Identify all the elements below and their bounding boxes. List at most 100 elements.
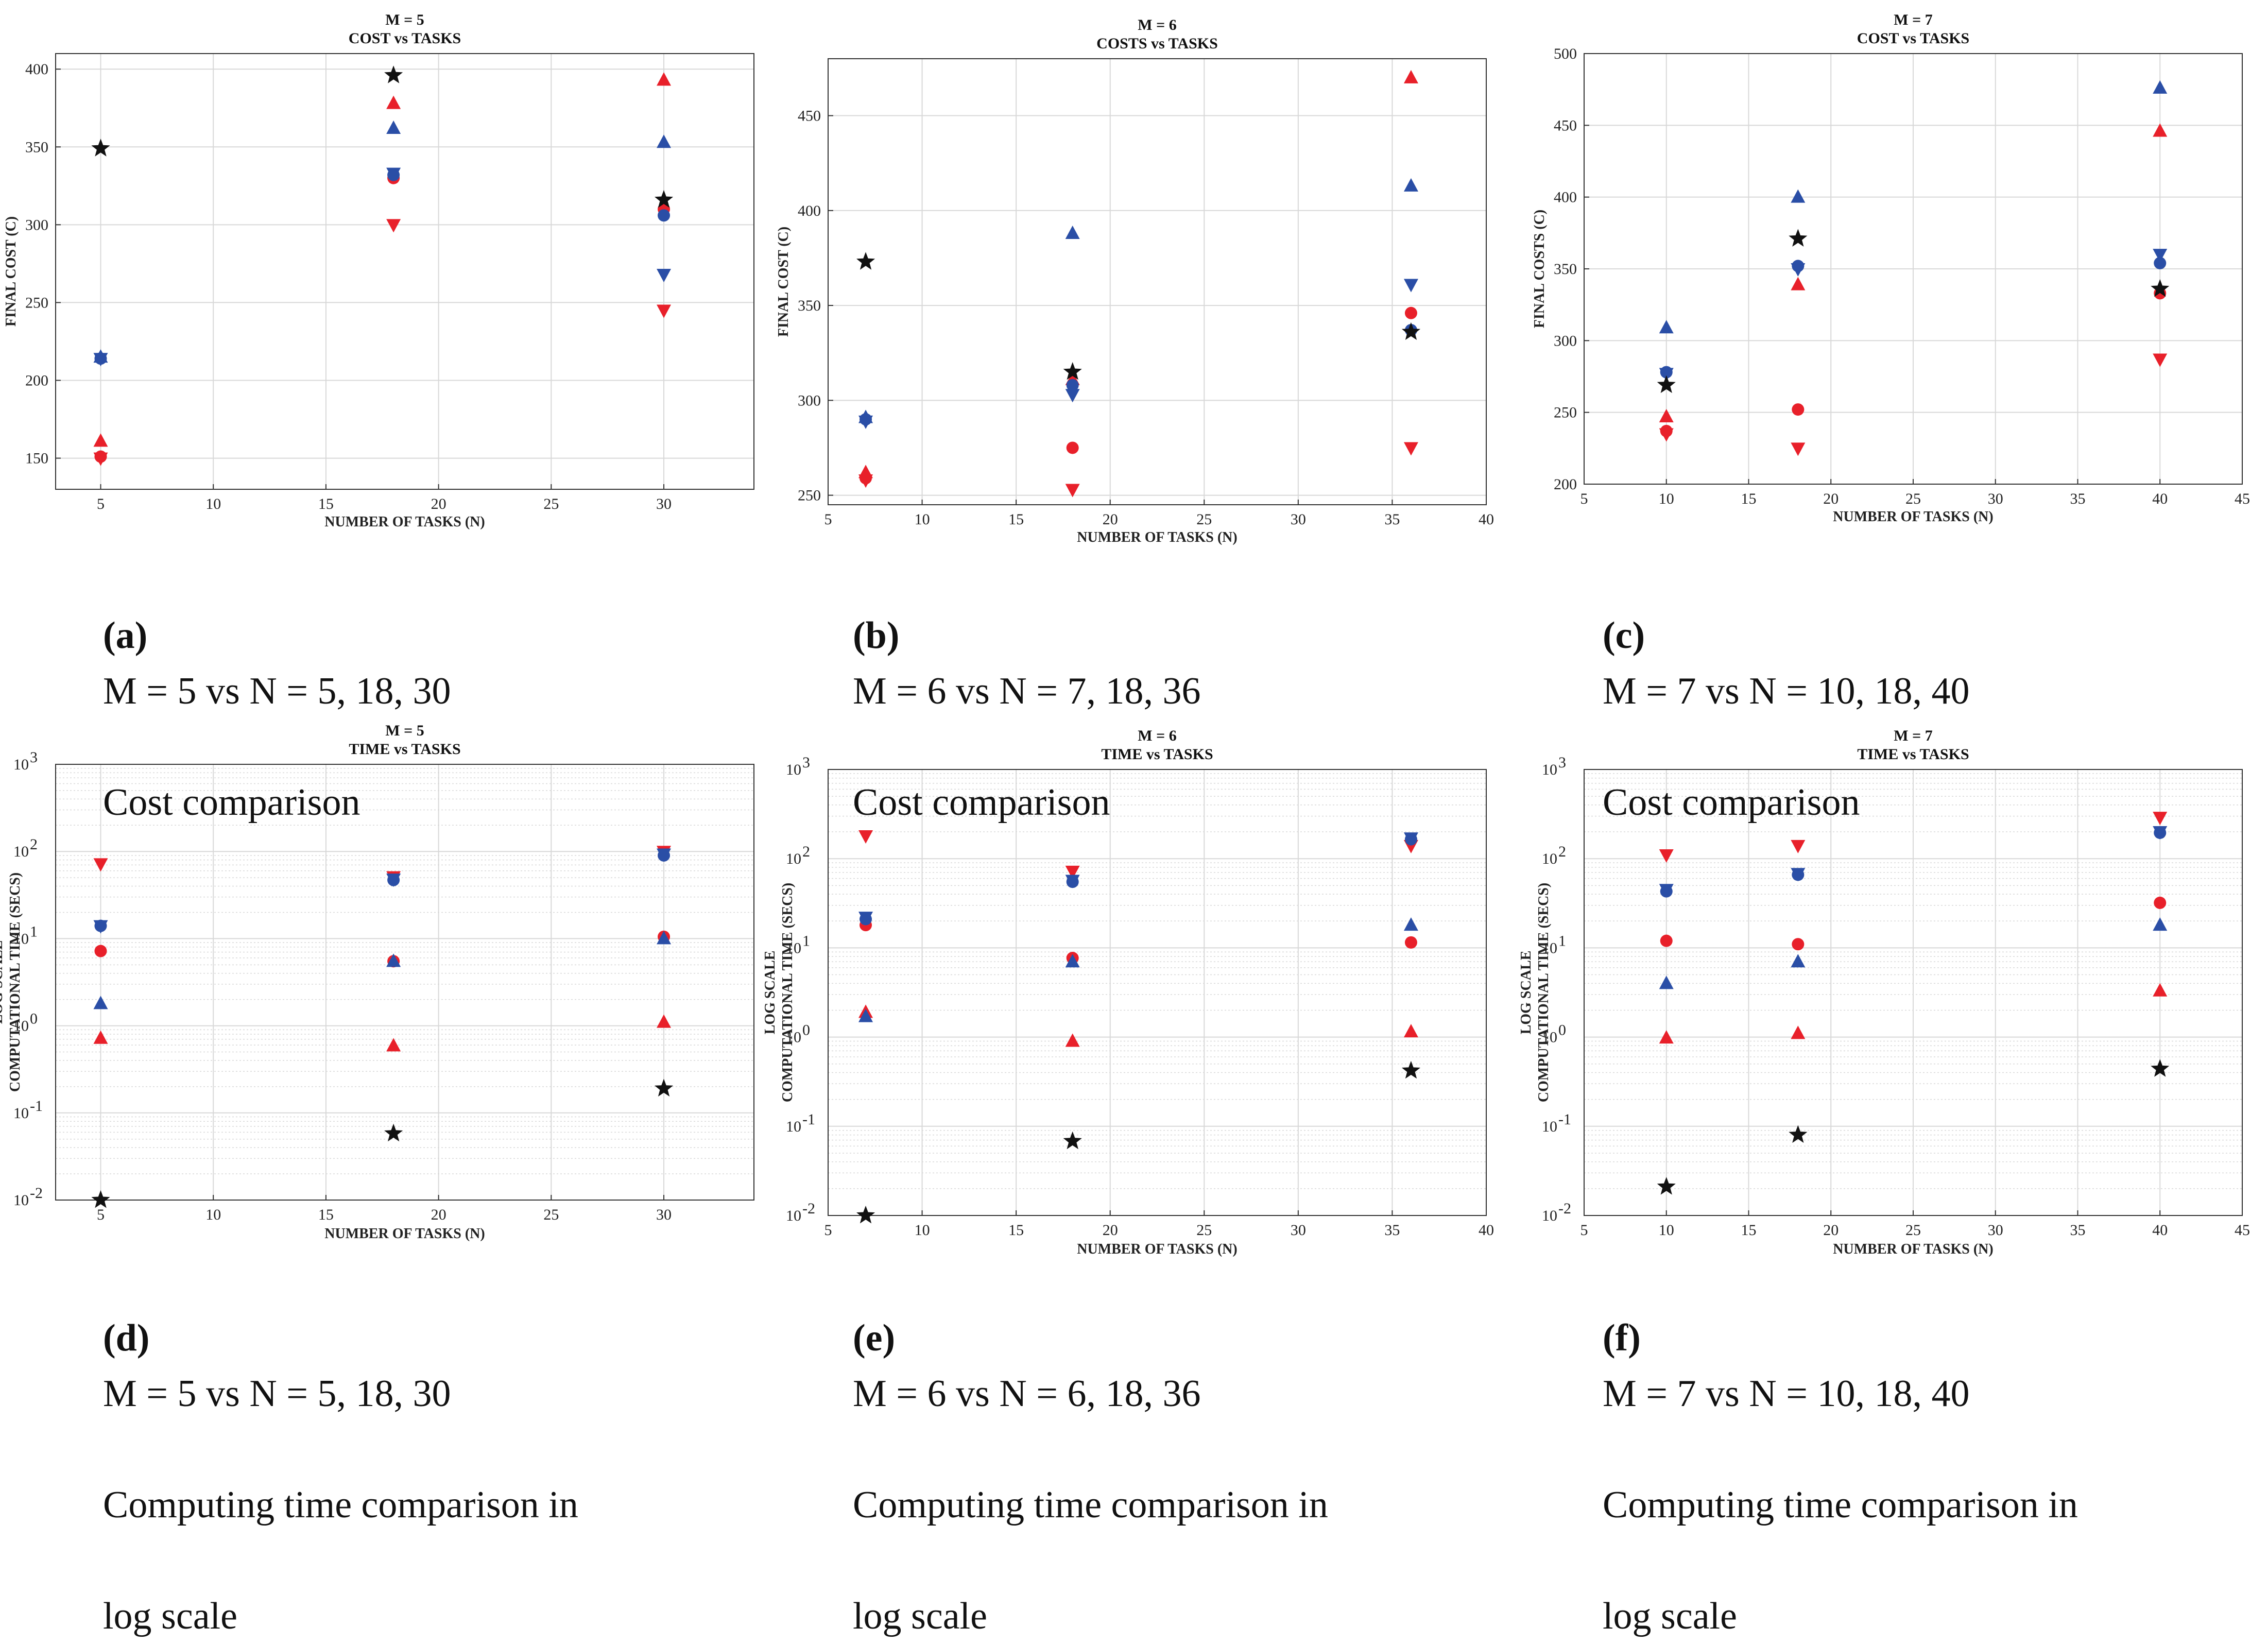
blue-circle-point (658, 849, 670, 862)
red-circle-point (1405, 307, 1417, 319)
x-tick-label: 15 (1741, 490, 1757, 507)
y-axis-label: COMPUTATIONAL TIME (SECS) (1536, 883, 1552, 1102)
y-tick-label: 10 (786, 1207, 801, 1224)
y-tick-label: 10 (786, 761, 801, 778)
x-tick-label: 40 (2152, 1222, 2168, 1239)
blue-circle-point (860, 413, 872, 425)
x-tick-label: 30 (1988, 490, 2003, 507)
plot-area (828, 59, 1486, 505)
red-circle-point (94, 451, 107, 463)
y-tick-exponent: -1 (30, 1098, 43, 1115)
blue-circle-point (387, 874, 400, 886)
y-axis-label: FINAL COST (C) (3, 216, 19, 327)
x-tick-label: 10 (915, 511, 930, 528)
y-axis-label: FINAL COSTS (C) (1532, 210, 1548, 328)
x-tick-label: 30 (656, 495, 672, 512)
x-tick-label: 45 (2235, 490, 2250, 507)
y-tick-label: 10 (1542, 1118, 1557, 1135)
x-tick-label: 5 (824, 1222, 832, 1239)
y-tick-exponent: 1 (30, 923, 38, 940)
y-axis-label: LOG SCALE (762, 951, 778, 1035)
y-tick-exponent: 2 (1558, 843, 1566, 860)
x-tick-label: 30 (1291, 511, 1306, 528)
y-tick-exponent: 3 (1558, 754, 1566, 771)
x-tick-label: 5 (97, 1206, 105, 1223)
y-tick-exponent: 2 (30, 836, 38, 853)
x-tick-label: 30 (1291, 1222, 1306, 1239)
x-tick-label: 25 (1905, 490, 1921, 507)
chart-title: M = 5 (385, 11, 424, 28)
x-tick-label: 20 (1103, 511, 1118, 528)
x-axis-label: NUMBER OF TASKS (N) (1833, 509, 1993, 525)
y-tick-label: 300 (798, 392, 821, 409)
red-circle-point (860, 472, 872, 484)
x-tick-label: 35 (1384, 1222, 1400, 1239)
red-circle-point (1405, 936, 1417, 949)
y-tick-label: 10 (1542, 850, 1557, 867)
y-tick-label: 350 (798, 297, 821, 314)
blue-circle-point (1405, 833, 1417, 846)
y-tick-exponent: 0 (30, 1011, 38, 1028)
caption-f-text: M = 7 vs N = 10, 18, 40 (1603, 1373, 1970, 1415)
y-tick-label: 10 (1542, 761, 1557, 778)
x-tick-label: 30 (1988, 1222, 2003, 1239)
y-tick-label: 10 (13, 756, 29, 773)
caption-d-line3: log scale (103, 1595, 237, 1637)
y-tick-label: 10 (1542, 1207, 1557, 1224)
x-axis-label: NUMBER OF TASKS (N) (324, 514, 485, 530)
red-circle-point (94, 945, 107, 957)
blue-circle-point (1792, 260, 1804, 272)
y-tick-label: 350 (1554, 261, 1577, 278)
x-tick-label: 10 (1659, 1222, 1674, 1239)
y-tick-label: 300 (1554, 332, 1577, 349)
x-tick-label: 10 (915, 1222, 930, 1239)
y-tick-exponent: 0 (802, 1022, 810, 1039)
x-tick-label: 15 (1008, 511, 1024, 528)
chart-subtitle: COST vs TASKS (1857, 30, 1969, 47)
x-tick-label: 45 (2235, 1222, 2250, 1239)
x-tick-label: 10 (1659, 490, 1674, 507)
red-circle-point (1792, 403, 1804, 416)
y-tick-label: 450 (1554, 117, 1577, 134)
x-tick-label: 20 (431, 1206, 446, 1223)
caption-c-line2: Cost comparison (1603, 781, 1860, 824)
caption-f-line2: Computing time comparison in (1603, 1484, 2078, 1526)
x-tick-label: 15 (1741, 1222, 1757, 1239)
chart-subtitle: COSTS vs TASKS (1096, 35, 1218, 52)
x-tick-label: 25 (1196, 511, 1212, 528)
y-tick-label: 10 (13, 1105, 29, 1122)
blue-circle-point (2154, 257, 2166, 269)
caption-d-label: (d) (103, 1317, 149, 1359)
caption-f: (f) M = 7 vs N = 10, 18, 40 Computing ti… (1603, 1255, 2241, 1644)
y-tick-exponent: 2 (802, 843, 810, 860)
caption-a-text: M = 5 vs N = 5, 18, 30 (103, 670, 451, 712)
y-tick-exponent: 3 (802, 754, 810, 771)
y-tick-exponent: -2 (802, 1200, 815, 1217)
caption-c-label: (c) (1603, 614, 1645, 657)
red-circle-point (1067, 441, 1079, 454)
x-tick-label: 5 (97, 495, 105, 512)
x-tick-label: 35 (1384, 511, 1400, 528)
y-tick-label: 450 (798, 108, 821, 125)
y-tick-label: 400 (1554, 189, 1577, 206)
caption-b: (b) M = 6 vs N = 7, 18, 36 Cost comparis… (853, 552, 1471, 830)
y-tick-label: 10 (13, 843, 29, 860)
caption-c: (c) M = 7 vs N = 10, 18, 40 Cost compari… (1603, 552, 2221, 830)
x-tick-label: 40 (1479, 1222, 1494, 1239)
x-tick-label: 40 (2152, 490, 2168, 507)
x-tick-label: 20 (1823, 1222, 1839, 1239)
y-tick-label: 200 (25, 372, 48, 389)
caption-f-label: (f) (1603, 1317, 1641, 1359)
x-tick-label: 15 (1008, 1222, 1024, 1239)
blue-circle-point (1067, 379, 1079, 391)
y-tick-label: 10 (786, 850, 801, 867)
x-tick-label: 5 (1580, 490, 1588, 507)
x-tick-label: 35 (2070, 1222, 2086, 1239)
chart-panel-a: 5 10 15 20 25 30 150 200 250 300 350 400 M = 5 COST v… (0, 0, 756, 515)
blue-circle-point (94, 352, 107, 365)
x-tick-label: 15 (318, 1206, 334, 1223)
y-tick-exponent: 1 (1558, 932, 1566, 949)
chart-subtitle: COST vs TASKS (349, 30, 461, 47)
caption-a: (a) M = 5 vs N = 5, 18, 30 Cost comparis… (103, 552, 721, 830)
y-axis-label: LOG SCALE (1518, 951, 1534, 1035)
